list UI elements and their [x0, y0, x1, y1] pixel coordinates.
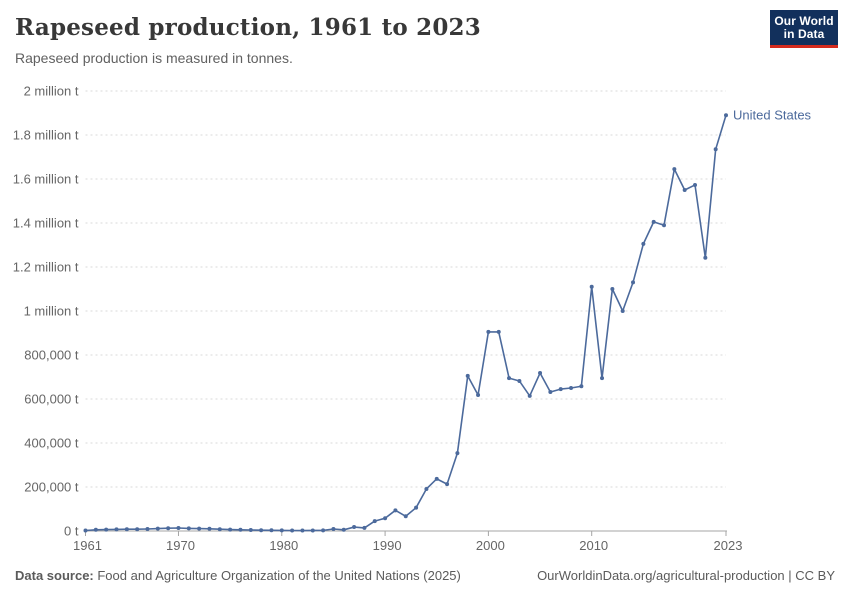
data-point[interactable]	[321, 528, 326, 533]
data-point[interactable]	[631, 280, 636, 285]
data-point[interactable]	[569, 386, 574, 390]
data-point[interactable]	[341, 527, 346, 532]
data-point[interactable]	[403, 514, 408, 519]
data-point[interactable]	[693, 182, 698, 187]
owid-logo-line2: in Data	[783, 26, 825, 41]
data-point[interactable]	[372, 519, 377, 524]
data-point[interactable]	[393, 508, 398, 513]
data-point[interactable]	[424, 486, 429, 491]
y-tick-label: 1 million t	[24, 304, 79, 319]
y-tick-label: 1.6 million t	[13, 172, 79, 187]
data-point[interactable]	[383, 516, 388, 521]
owid-logo[interactable]: Our World in Data	[770, 10, 838, 48]
data-point[interactable]	[548, 389, 553, 394]
data-point[interactable]	[124, 527, 129, 532]
data-point[interactable]	[155, 526, 160, 531]
data-point[interactable]	[83, 528, 88, 533]
x-tick-label: 1990	[373, 538, 402, 553]
data-point[interactable]	[331, 526, 336, 531]
data-line[interactable]	[85, 114, 727, 532]
line-chart[interactable]: 0 t 200,000 t 400,000 t 600,000 t 800,000 t 1…	[0, 80, 850, 558]
data-point[interactable]	[538, 371, 543, 376]
owid-logo-line1: Our World	[774, 13, 834, 28]
x-tick-label: 2010	[579, 538, 608, 553]
x-tick-label: 2000	[476, 538, 505, 553]
data-point[interactable]	[703, 255, 708, 260]
y-tick-label: 800,000 t	[24, 348, 79, 363]
data-point[interactable]	[362, 525, 367, 530]
chart-header: Rapeseed production, 1961 to 2023 Rapese…	[0, 0, 850, 80]
data-source-text: Food and Agriculture Organization of the…	[93, 568, 461, 583]
y-tick-label: 400,000 t	[24, 436, 79, 451]
data-point[interactable]	[517, 378, 522, 383]
y-tick-label: 600,000 t	[24, 392, 79, 407]
data-point[interactable]	[414, 505, 419, 510]
data-point[interactable]	[166, 526, 171, 531]
data-point[interactable]	[176, 526, 181, 531]
data-point[interactable]	[507, 376, 512, 381]
data-point[interactable]	[455, 451, 460, 456]
data-point[interactable]	[445, 482, 450, 487]
data-point[interactable]	[651, 219, 656, 224]
chart-footer: Data source: Food and Agriculture Organi…	[0, 558, 850, 600]
data-point[interactable]	[248, 528, 253, 533]
y-tick-label: 0 t	[64, 524, 79, 539]
data-point[interactable]	[527, 393, 532, 398]
data-point[interactable]	[620, 309, 625, 313]
data-point[interactable]	[496, 329, 501, 334]
data-point[interactable]	[672, 167, 677, 172]
x-tick-label: 1961	[73, 538, 102, 553]
y-tick-label: 1.2 million t	[13, 260, 79, 275]
data-point[interactable]	[259, 528, 264, 533]
data-point[interactable]	[114, 527, 119, 532]
data-point[interactable]	[135, 527, 140, 532]
y-tick-label: 2 million t	[24, 84, 79, 99]
data-point[interactable]	[290, 528, 295, 533]
data-point[interactable]	[279, 528, 284, 533]
y-tick-label: 1.8 million t	[13, 128, 79, 143]
data-point[interactable]	[186, 526, 191, 531]
x-tick-label: 1980	[269, 538, 298, 553]
data-point[interactable]	[662, 223, 667, 228]
data-point[interactable]	[486, 329, 491, 334]
data-point[interactable]	[238, 527, 243, 532]
x-tick-label: 1970	[166, 538, 195, 553]
data-point[interactable]	[589, 284, 594, 289]
data-point[interactable]	[104, 527, 109, 532]
data-source-label: Data source:	[15, 568, 94, 583]
data-point[interactable]	[352, 525, 357, 530]
data-point[interactable]	[269, 528, 274, 533]
data-point[interactable]	[207, 526, 212, 531]
data-point[interactable]	[310, 528, 315, 533]
data-point[interactable]	[610, 287, 615, 291]
data-point[interactable]	[600, 376, 605, 381]
x-tick-label: 2023	[714, 538, 743, 553]
data-point[interactable]	[217, 527, 222, 532]
owid-citation-link[interactable]: OurWorldinData.org/agricultural-producti…	[537, 568, 835, 583]
data-point[interactable]	[145, 526, 150, 531]
data-point[interactable]	[197, 526, 202, 531]
chart-subtitle: Rapeseed production is measured in tonne…	[15, 50, 293, 66]
data-point[interactable]	[641, 241, 646, 246]
y-tick-label: 200,000 t	[24, 480, 79, 495]
y-tick-label: 1.4 million t	[13, 216, 79, 231]
data-point[interactable]	[476, 393, 481, 398]
data-source: Data source: Food and Agriculture Organi…	[15, 568, 461, 583]
data-point[interactable]	[682, 188, 687, 192]
data-point[interactable]	[93, 527, 98, 532]
data-point[interactable]	[713, 147, 718, 152]
data-point[interactable]	[228, 527, 233, 532]
chart-title: Rapeseed production, 1961 to 2023	[15, 14, 481, 41]
data-point[interactable]	[579, 384, 584, 389]
data-point[interactable]	[434, 476, 439, 481]
data-point[interactable]	[724, 113, 728, 118]
data-point[interactable]	[300, 528, 305, 533]
series-end-label[interactable]: United States	[733, 108, 812, 123]
data-point[interactable]	[558, 387, 563, 392]
data-point[interactable]	[465, 373, 470, 378]
